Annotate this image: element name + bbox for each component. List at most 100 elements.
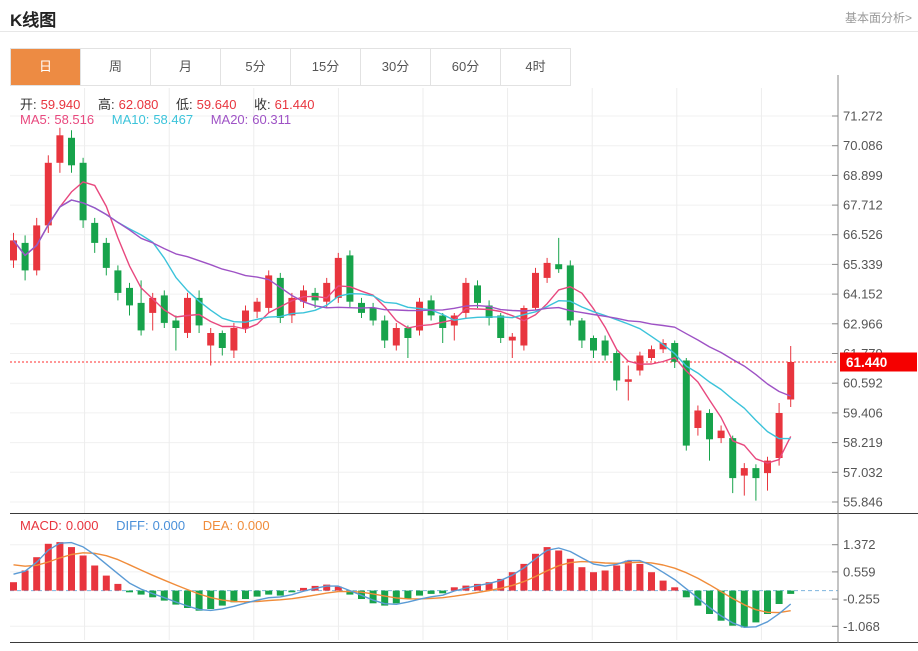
candle [56,127,64,173]
svg-text:66.526: 66.526 [843,227,883,242]
ma5-value: 58.516 [54,112,95,127]
candle [520,305,528,351]
candle [485,300,493,326]
svg-text:68.899: 68.899 [843,168,883,183]
tab-7-4时[interactable]: 4时 [501,49,570,85]
candle [648,345,655,361]
candle [682,358,690,451]
candle [102,237,110,276]
candle [79,157,87,228]
candle [265,270,273,313]
candle [717,425,725,444]
candle [555,237,563,273]
candle [694,405,702,436]
candle [137,280,145,336]
candle [659,339,667,353]
ma5-line [12,181,792,464]
svg-text:57.032: 57.032 [843,465,883,480]
candle [21,235,29,281]
macd-label: MACD: [20,518,62,533]
candle [740,463,748,496]
svg-text:0.559: 0.559 [843,564,876,579]
candle [706,409,713,461]
low-label: 低: [176,97,193,112]
candle [10,232,17,268]
candle [439,313,447,343]
candle [566,260,574,326]
tab-5-30分[interactable]: 30分 [361,49,431,85]
widget-header: K线图 基本面分析> [0,0,918,32]
y-axis-labels: 71.272 70.086 68.899 67.712 66.526 65.339 64.1… [832,109,883,634]
ohlc-readout: 开: 59.940 高: 62.080 低: 59.640 收: 61.440 [20,94,318,113]
diff-line [13,541,792,628]
svg-text:70.086: 70.086 [843,138,883,153]
candle [752,464,760,501]
dea-line [13,552,791,614]
candle [253,297,261,318]
candle [114,265,122,301]
candle [288,292,296,323]
svg-text:-0.255: -0.255 [843,592,880,607]
candle [729,435,737,494]
gridlines [10,88,838,640]
dea-value: 0.000 [237,518,270,533]
candle [590,335,597,358]
tab-2-月[interactable]: 月 [151,49,221,85]
candle [369,302,377,326]
svg-text:60.592: 60.592 [843,376,883,391]
current-price-badge: 61.440 [840,352,917,372]
macd-histogram [10,542,795,628]
ma10-line [12,199,791,440]
ma-readout: MA5: 58.516 MA10: 58.467 MA20: 60.311 [20,112,295,127]
tab-3-5分[interactable]: 5分 [221,49,291,85]
candle [230,323,238,358]
svg-text:58.219: 58.219 [843,435,883,450]
ma20-line [12,199,791,397]
candle [787,346,795,407]
candle [578,318,586,348]
tab-4-15分[interactable]: 15分 [291,49,361,85]
candle [172,315,180,351]
candle [474,280,481,308]
candle [323,277,331,308]
candle [508,333,516,358]
svg-text:62.966: 62.966 [843,316,883,331]
ma10-label: MA10: [111,112,150,127]
macd-readout: MACD: 0.000 DIFF: 0.000 DEA: 0.000 [20,518,274,533]
candle [276,272,284,323]
high-value: 62.080 [118,97,159,112]
ma5-label: MA5: [20,112,51,127]
candle [126,282,133,316]
candle [207,328,215,366]
diff-value: 0.000 [152,518,186,533]
candle [44,155,52,233]
candle [218,330,226,356]
candle [532,267,539,311]
diff-label: DIFF: [116,518,149,533]
candle [404,325,412,358]
candle [613,350,621,391]
open-value: 59.940 [40,97,81,112]
svg-text:55.846: 55.846 [843,495,883,510]
tab-0-日[interactable]: 日 [11,49,81,85]
svg-text:71.272: 71.272 [843,109,883,124]
ma20-value: 60.311 [252,112,292,127]
candle [91,217,99,253]
fundamental-analysis-link[interactable]: 基本面分析> [844,11,912,25]
candle [427,295,435,321]
candle [416,297,423,336]
svg-text:61.440: 61.440 [846,355,887,370]
tab-6-60分[interactable]: 60分 [431,49,501,85]
candle [392,323,400,351]
macd-value: 0.000 [65,518,99,533]
svg-text:1.372: 1.372 [843,537,876,552]
tab-1-周[interactable]: 周 [81,49,151,85]
ma20-label: MA20: [210,112,249,127]
candle [775,403,783,466]
candle [68,130,75,173]
candle [346,250,354,308]
candle [462,277,470,318]
candle [624,365,632,401]
